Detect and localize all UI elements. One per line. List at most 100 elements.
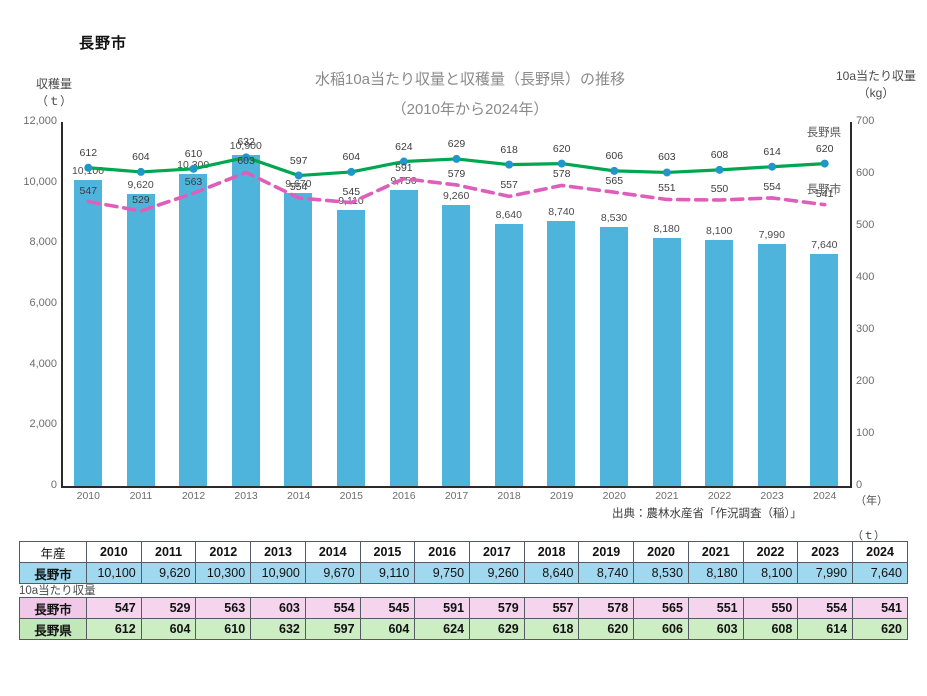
table-harvest-year-header: 2012 — [195, 541, 252, 563]
y-axis-right-tick: 200 — [856, 375, 875, 387]
table-harvest-year-header: 2013 — [250, 541, 306, 563]
bar-harvest — [600, 227, 628, 486]
bar-slot: 8,740 — [535, 122, 588, 486]
bar-harvest — [337, 209, 365, 486]
bar-harvest — [705, 240, 734, 486]
table-harvest-cell: 8,100 — [742, 562, 799, 584]
line-marker-pref — [768, 162, 777, 171]
table-harvest: 年産 2010 2011 2012 2013 2014 2015 2016 2017 2018 20… — [19, 541, 908, 584]
line-marker-pref — [136, 167, 145, 176]
table-yield-cell: 620 — [578, 618, 635, 640]
table-yield-cell: 554 — [797, 597, 854, 619]
bar-slot: 7,640 — [798, 122, 851, 486]
bar-slot: 9,750 — [378, 122, 431, 486]
table-yield-cell: 545 — [359, 597, 416, 619]
table-harvest-cell: 8,180 — [687, 562, 744, 584]
table-harvest-cell: 7,990 — [797, 562, 854, 584]
table-yield-caption: 10a当たり収量 — [19, 585, 96, 597]
bar-harvest — [810, 254, 839, 486]
bar-value-label: 7,640 — [811, 239, 838, 252]
table-row: 長野市 10,100 9,620 10,300 10,900 9,670 9,110 9,75… — [19, 562, 908, 584]
bar-harvest — [652, 237, 681, 486]
bar-harvest — [757, 243, 786, 486]
x-axis-tick-label: 2013 — [234, 490, 258, 502]
bar-harvest — [126, 194, 155, 486]
table-yield: 長野市 547 529 563 603 554 545 591 579 557 578 565 551 5… — [19, 597, 908, 640]
table-harvest-cell: 10,300 — [195, 562, 252, 584]
line-marker-pref — [715, 165, 724, 174]
y-axis-left-tick: 10,000 — [23, 175, 57, 188]
bar-value-label: 8,530 — [600, 212, 628, 225]
city-yield-value-label: 545 — [342, 185, 361, 198]
bar-slot: 8,530 — [588, 122, 641, 486]
line-marker-pref — [820, 159, 829, 168]
y-axis-right-tick: 100 — [856, 427, 875, 439]
line-marker-pref — [399, 157, 408, 166]
table-harvest-cell: 9,750 — [414, 562, 471, 584]
city-yield-value-label: 603 — [237, 155, 255, 168]
bar-slot: 8,100 — [693, 122, 746, 486]
table-harvest-year-header: 2021 — [687, 541, 744, 563]
table-harvest-cell: 9,670 — [304, 562, 361, 584]
bar-harvest — [442, 205, 471, 486]
y-axis-left-title: 収穫量 （ｔ） — [17, 76, 91, 110]
table-harvest-cell: 9,110 — [359, 562, 416, 584]
table-yield-cell: 629 — [469, 618, 525, 640]
x-axis-tick-label: 2017 — [444, 490, 469, 502]
bar-series-harvest: 10,1009,62010,30010,9009,6709,1109,7509,… — [62, 122, 851, 486]
table-yield-cell: 632 — [250, 618, 306, 640]
table-yield-cell: 550 — [742, 597, 799, 619]
pref-yield-value-label: 632 — [237, 136, 255, 149]
table-harvest-year-header: 2019 — [578, 541, 635, 563]
x-axis-tick-label: 2016 — [392, 490, 416, 502]
bar-slot: 10,900 — [220, 122, 273, 486]
city-yield-value-label: 591 — [395, 161, 413, 174]
pref-yield-value-label: 614 — [763, 145, 781, 158]
table-yield-cell: 603 — [250, 597, 306, 619]
y-axis-right-title-text: 10a当たり収量 — [835, 69, 917, 83]
table-yield-cell: 606 — [633, 618, 689, 640]
city-yield-value-label: 557 — [500, 179, 518, 192]
city-yield-value-label: 554 — [763, 180, 781, 193]
bar-slot: 8,640 — [483, 122, 536, 486]
table-yield-cell: 612 — [86, 618, 142, 640]
table-yield-cell: 529 — [140, 597, 197, 619]
y-axis-right-unit: （kg） — [857, 86, 895, 100]
x-axis-tick-label: 2014 — [287, 490, 311, 502]
table-harvest-year-header: 2010 — [86, 541, 142, 563]
bar-slot: 8,180 — [641, 122, 694, 486]
y-axis-left-tick: 12,000 — [23, 115, 57, 127]
pref-yield-value-label: 606 — [605, 149, 624, 162]
pref-yield-value-label: 620 — [552, 142, 571, 155]
table-yield-cell: 604 — [359, 618, 416, 640]
x-axis-tick-label: 2019 — [550, 490, 574, 502]
table-yield-cell: 557 — [523, 597, 580, 619]
city-yield-value-label: 550 — [710, 183, 729, 195]
table-harvest-unit: （ｔ） — [852, 530, 885, 542]
table-harvest-cell: 10,900 — [250, 562, 306, 584]
y-axis-left-unit: （ｔ） — [35, 94, 72, 108]
line-marker-pref — [557, 159, 566, 168]
table-yield-cell: 620 — [852, 618, 908, 640]
line-marker-pref — [84, 163, 93, 172]
x-axis-tick-label: 2011 — [129, 490, 153, 502]
table-harvest-cell: 9,620 — [140, 562, 197, 584]
table-yield-cell: 578 — [578, 597, 635, 619]
bar-value-label: 8,180 — [653, 222, 680, 235]
line-marker-pref — [294, 171, 303, 180]
chart-subtitle: （2010年から2024年） — [391, 101, 549, 118]
bar-value-label: 9,670 — [285, 177, 312, 190]
bar-value-label: 8,100 — [706, 225, 733, 238]
x-axis-tick-label: 2012 — [181, 490, 206, 502]
y-axis-left-line — [61, 122, 63, 487]
bar-harvest — [389, 190, 418, 486]
table-harvest-cell: 7,640 — [852, 562, 908, 584]
pref-yield-value-label: 620 — [815, 142, 834, 155]
city-yield-value-label: 579 — [447, 167, 466, 180]
bar-harvest — [179, 173, 208, 486]
city-yield-value-label: 578 — [552, 168, 571, 181]
y-axis-right-tick: 500 — [856, 219, 875, 231]
y-axis-left-tick: 0 — [50, 479, 57, 491]
table-yield-cell: 551 — [687, 597, 744, 619]
source-note: 出典：農林水産省「作況調査（稲）」 — [612, 508, 802, 520]
